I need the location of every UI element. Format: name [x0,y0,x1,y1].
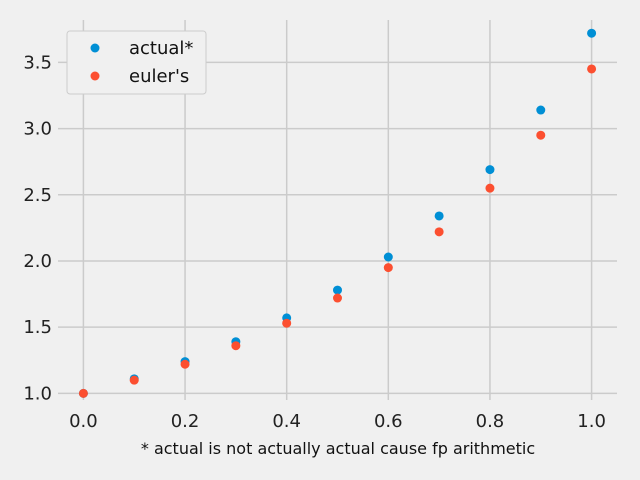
legend-marker [90,43,100,53]
legend-label: euler's [129,66,189,87]
y-tick-label: 3.5 [23,52,52,73]
data-point [536,105,546,115]
legend: actual* euler's [66,30,207,95]
x-tick-label: 0.8 [476,411,505,432]
x-tick-label: 0.4 [272,411,301,432]
legend-marker [90,71,100,81]
y-tick-label: 3.0 [23,119,52,140]
data-point [383,252,393,262]
x-tick-labels: 0.0 0.2 0.4 0.6 0.8 1.0 [69,411,606,432]
data-point [383,263,393,273]
y-tick-label: 2.0 [23,251,52,272]
data-point [129,375,139,385]
x-tick-label: 0.6 [374,411,403,432]
data-point [536,130,546,140]
data-point [180,359,190,369]
data-point [282,318,292,328]
y-tick-label: 2.5 [23,185,52,206]
y-tick-label: 1.0 [23,383,52,404]
data-point [434,211,444,221]
data-point [587,64,597,74]
y-tick-labels: 1.0 1.5 2.0 2.5 3.0 3.5 [23,52,52,404]
y-tick-label: 1.5 [23,317,52,338]
x-tick-label: 1.0 [577,411,606,432]
data-point [434,227,444,237]
series-2 [78,64,597,398]
data-point [485,165,495,175]
data-point [333,285,342,295]
x-axis-label: * actual is not actually actual cause fp… [141,439,535,458]
data-point [231,341,241,351]
data-point [587,28,597,38]
data-points [78,28,597,398]
x-tick-label: 0.2 [171,411,200,432]
data-point [485,183,495,193]
legend-box [66,30,207,95]
data-point [333,293,342,303]
data-point [78,388,88,398]
x-tick-label: 0.0 [69,411,98,432]
legend-label: actual* [129,38,193,59]
